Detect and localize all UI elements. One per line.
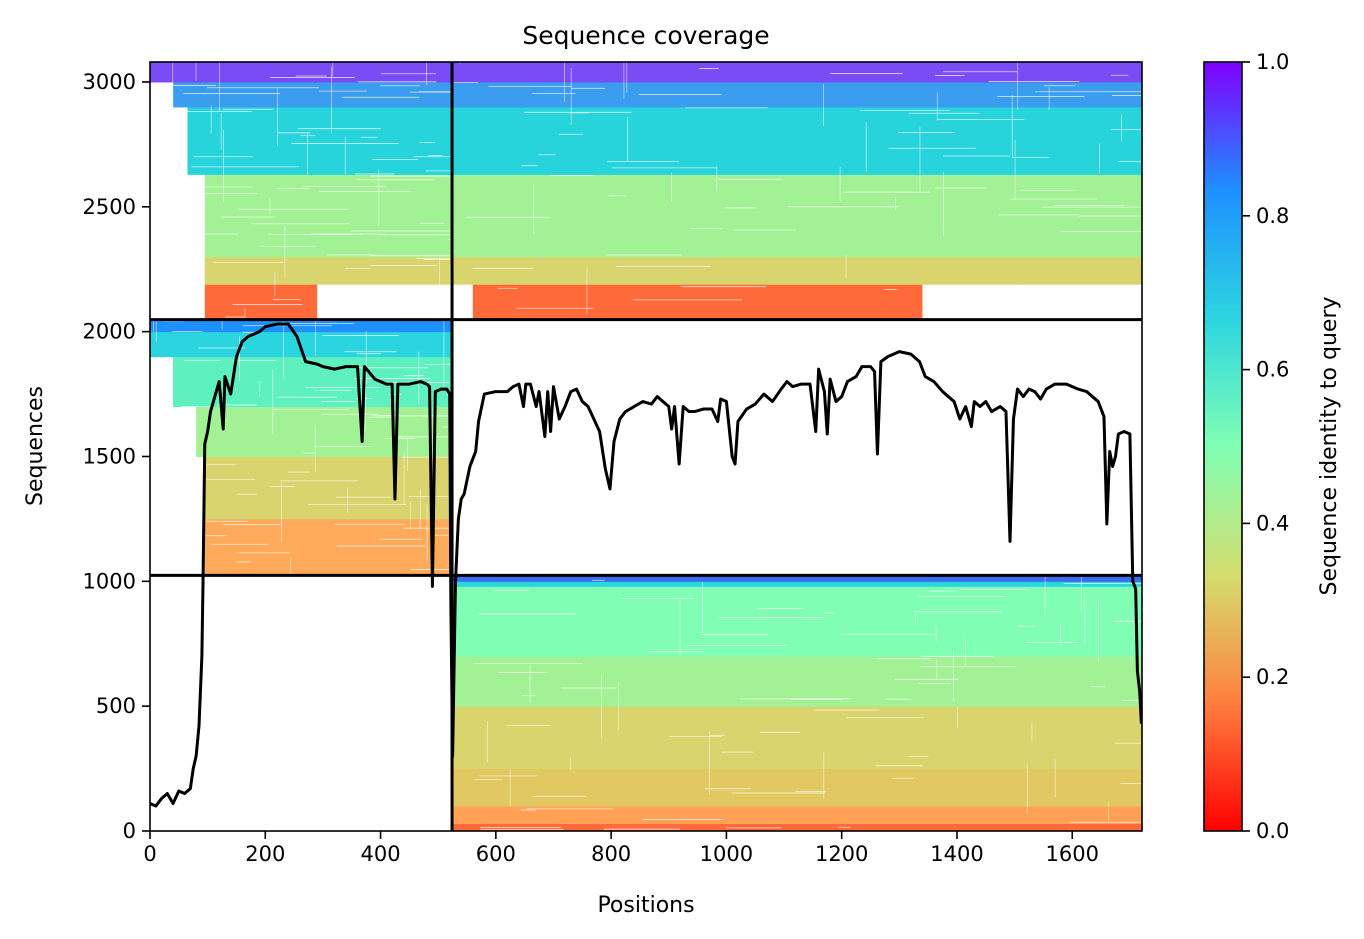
chart-title: Sequence coverage	[522, 21, 769, 50]
colorbar-ticks: 0.0 0.2 0.4 0.6 0.8 1.0	[1242, 50, 1289, 843]
x-tick-label: 400	[361, 842, 401, 866]
x-tick-label: 0	[143, 842, 156, 866]
coverage-band-bottom-right-1	[452, 806, 1142, 825]
coverage-band-top-left-1	[204, 256, 453, 285]
colorbar-tick-label: 0.2	[1256, 665, 1289, 689]
colorbar-tick-label: 0.8	[1256, 204, 1289, 228]
coverage-band-middle-left-2	[196, 406, 453, 457]
x-tick-label: 1000	[700, 842, 753, 866]
y-tick-label: 1000	[83, 569, 136, 593]
coverage-band-top-right-3	[452, 106, 1142, 175]
y-axis-label: Sequences	[23, 386, 48, 506]
coverage-band-top-left-0	[204, 284, 318, 321]
x-axis-label: Positions	[597, 893, 694, 918]
coverage-band-top-left-2	[204, 174, 453, 258]
coverage-band-bottom-right-5	[452, 586, 1142, 657]
coverage-band-top-left-5	[150, 62, 453, 83]
coverage-band-bottom-right-4	[452, 656, 1142, 707]
coverage-band-middle-left-1	[204, 456, 453, 520]
coverage-band-top-right-2	[452, 174, 1142, 258]
y-axis-ticks: 0 500 1000 1500 2000 2500 3000	[83, 70, 150, 843]
x-tick-label: 600	[476, 842, 516, 866]
colorbar-tick-label: 0.0	[1256, 819, 1289, 843]
plot-frame	[149, 61, 1143, 832]
coverage-band-bottom-right-6	[452, 581, 1142, 587]
coverage-band-bottom-right-0	[452, 823, 1142, 831]
x-tick-label: 1400	[930, 842, 983, 866]
colorbar-tick-label: 1.0	[1256, 50, 1289, 74]
coverage-line	[150, 322, 1142, 808]
coverage-band-bottom-right-7	[452, 575, 1142, 582]
y-tick-label: 500	[96, 694, 136, 718]
coverage-band-top-left-3	[187, 106, 453, 175]
x-tick-label: 1600	[1046, 842, 1099, 866]
colorbar-label: Sequence identity to query	[1317, 296, 1342, 595]
coverage-band-top-right-4	[452, 81, 1142, 108]
colorbar-fill	[1203, 61, 1243, 832]
coverage-band-bottom-right-2	[452, 768, 1142, 807]
x-tick-label: 200	[245, 842, 285, 866]
y-tick-label: 1500	[83, 444, 136, 468]
x-axis-ticks: 0 200 400 600 800 1000 1200 1400 1600	[143, 831, 1099, 866]
coverage-blocks	[150, 62, 1142, 831]
y-tick-label: 0	[123, 819, 136, 843]
colorbar-tick-label: 0.4	[1256, 511, 1289, 535]
colorbar: 0.0 0.2 0.4 0.6 0.8 1.0 Sequence identity to …	[1203, 50, 1342, 843]
x-tick-label: 1200	[815, 842, 868, 866]
y-tick-label: 2000	[83, 320, 136, 344]
coverage-band-middle-left-0	[204, 518, 453, 576]
coverage-band-top-right-0	[472, 284, 923, 321]
plot-area	[150, 62, 1142, 831]
coverage-band-top-right-1	[452, 256, 1142, 285]
y-tick-label: 3000	[83, 70, 136, 94]
x-tick-label: 800	[591, 842, 631, 866]
colorbar-tick-label: 0.6	[1256, 358, 1289, 382]
coverage-band-top-right-5	[452, 62, 1142, 83]
y-tick-label: 2500	[83, 195, 136, 219]
coverage-band-bottom-right-3	[452, 706, 1142, 770]
